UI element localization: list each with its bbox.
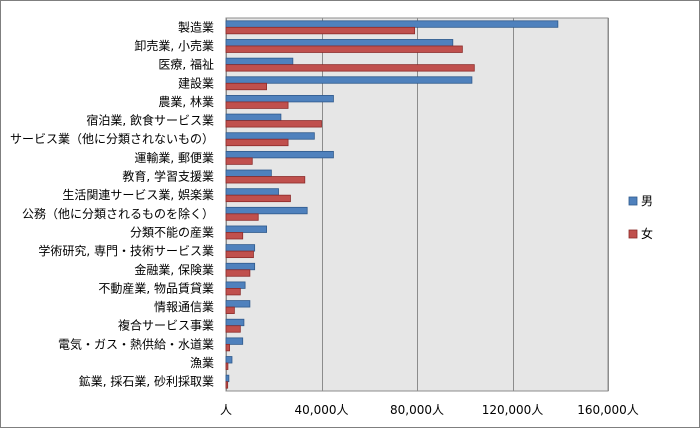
bar-female xyxy=(225,120,322,128)
bar-female xyxy=(225,176,306,184)
bar-male xyxy=(225,188,279,196)
bar-female xyxy=(225,157,253,165)
bar-female xyxy=(225,213,259,221)
bar-male xyxy=(225,300,251,308)
bar-male xyxy=(225,337,244,345)
category-label: 情報通信業 xyxy=(154,300,214,314)
category-label: 複合サービス事業 xyxy=(118,318,214,333)
bars xyxy=(225,20,559,389)
bar-female xyxy=(225,343,230,352)
bar-male xyxy=(225,225,267,233)
legend-label-male: 男 xyxy=(641,194,653,208)
category-label: 漁業 xyxy=(190,356,214,370)
bar-male xyxy=(225,206,308,215)
x-tick-label: 人 xyxy=(220,403,232,417)
bar-male xyxy=(225,20,559,28)
category-label: 電気・ガス・熱供給・水道業 xyxy=(58,336,214,351)
bar-male xyxy=(225,374,230,383)
category-label: 建設業 xyxy=(178,75,214,90)
bar-male xyxy=(225,95,334,103)
bar-female xyxy=(225,45,463,53)
bar-male xyxy=(225,356,233,364)
bar-female xyxy=(225,306,235,314)
category-label: 分類不能の産業 xyxy=(130,224,214,239)
x-tick-label: 120,000人 xyxy=(482,403,544,417)
category-label: サービス業（他に分類されないもの） xyxy=(10,132,214,146)
legend-swatch-female xyxy=(628,229,638,239)
bar-female xyxy=(225,101,289,109)
category-label: 製造業 xyxy=(178,20,214,34)
bar-female xyxy=(225,82,267,91)
legend: 男女 xyxy=(628,194,653,241)
bar-male xyxy=(225,132,315,140)
bar-male xyxy=(225,150,334,159)
bar-female xyxy=(225,362,229,370)
category-label: 運輸業, 郵便業 xyxy=(134,150,214,165)
category-label: 医療, 福祉 xyxy=(158,57,214,72)
bar-male xyxy=(225,76,473,84)
category-label: 公務（他に分類されるものを除く） xyxy=(22,206,214,221)
bar-female xyxy=(225,269,251,277)
category-label: 不動産業, 物品賃貸業 xyxy=(98,280,214,295)
legend-swatch-male xyxy=(628,196,638,206)
bar-male xyxy=(225,39,454,47)
category-label: 宿泊業, 飲食サービス業 xyxy=(86,113,214,128)
bar-male xyxy=(225,169,272,177)
bar-female xyxy=(225,138,289,147)
category-label: 生活関連サービス業, 娯楽業 xyxy=(62,188,214,202)
bar-female xyxy=(225,194,291,203)
bar-female xyxy=(225,232,244,240)
category-label: 農業, 林業 xyxy=(158,95,214,109)
bar-female xyxy=(225,288,241,296)
category-label: 鉱業, 採石業, 砂利採取業 xyxy=(79,374,214,389)
bar-male xyxy=(225,281,246,289)
x-tick-label: 160,000人 xyxy=(577,403,639,417)
x-tick-label: 80,000人 xyxy=(390,403,444,417)
bar-male xyxy=(225,244,256,252)
category-label: 学術研究, 専門・技術サービス業 xyxy=(38,243,214,258)
bar-female xyxy=(225,325,241,333)
bar-female xyxy=(225,250,254,259)
bar-male xyxy=(225,113,282,121)
bar-female xyxy=(225,26,416,35)
legend-label-female: 女 xyxy=(641,226,653,241)
bar-male xyxy=(225,318,245,327)
category-label: 金融業, 保険業 xyxy=(134,262,214,277)
bar-male xyxy=(225,57,294,66)
x-tick-label: 40,000人 xyxy=(295,403,349,417)
x-tick-labels: 人 40,000人 80,000人 120,000人 160,000人 xyxy=(220,403,639,417)
bar-male xyxy=(225,262,256,271)
bar-female xyxy=(225,64,475,72)
category-label: 卸売業, 小売業 xyxy=(134,38,214,53)
category-label: 教育, 学習支援業 xyxy=(122,169,214,184)
bar-female xyxy=(225,381,229,389)
